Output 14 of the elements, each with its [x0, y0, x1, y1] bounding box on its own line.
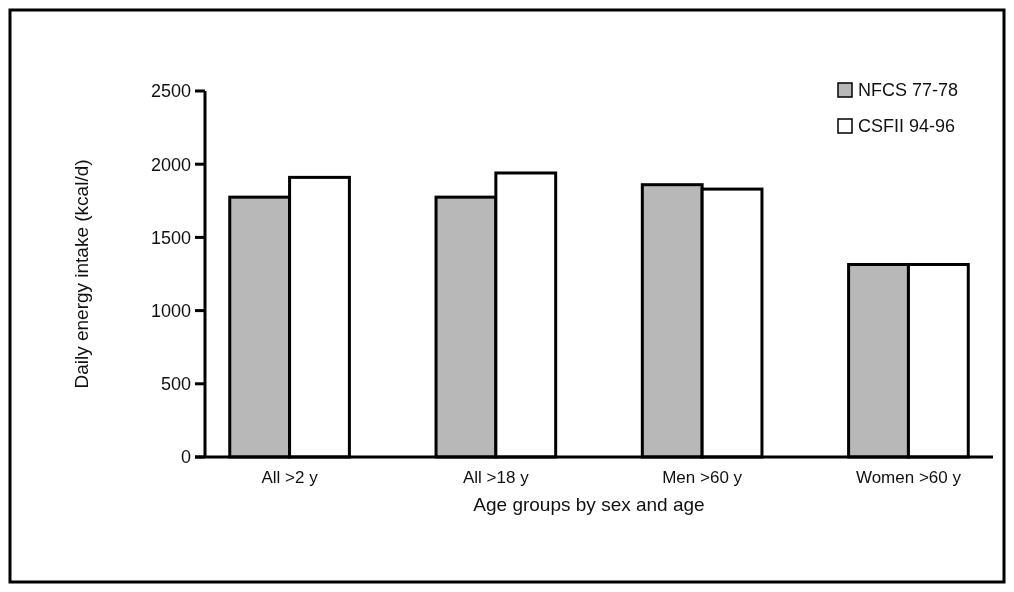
y-tick-label: 1500 [150, 227, 191, 248]
x-tick-label: All >2 y [261, 468, 319, 487]
y-axis-title: Daily energy intake (kcal/d) [71, 159, 92, 389]
x-axis-title: Age groups by sex and age [473, 494, 705, 515]
y-tick-label: 0 [180, 447, 191, 468]
y-tick-label: 2000 [150, 154, 191, 175]
legend-label: CSFII 94-96 [858, 116, 956, 137]
x-tick-label: Women >60 y [855, 468, 962, 487]
y-tick-label: 500 [160, 374, 191, 395]
legend-label: NFCS 77-78 [858, 80, 959, 101]
y-tick-label: 2500 [150, 81, 191, 102]
x-tick-label: Men >60 y [662, 468, 743, 487]
x-tick-label: All >18 y [463, 468, 530, 487]
y-tick-label: 1000 [150, 300, 191, 321]
